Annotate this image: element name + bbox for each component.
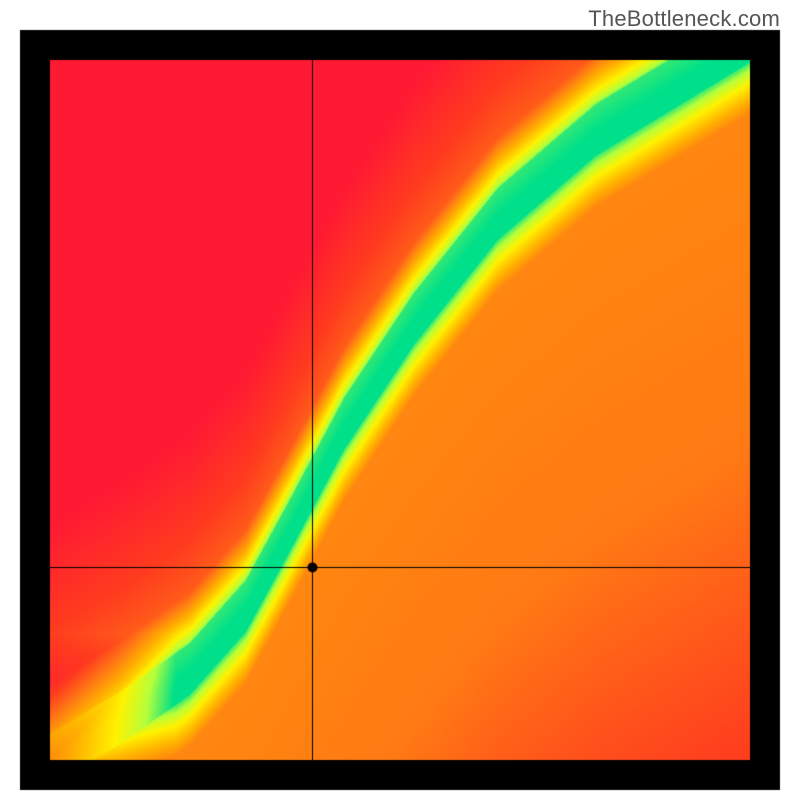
bottleneck-heatmap bbox=[0, 0, 800, 800]
watermark-label: TheBottleneck.com bbox=[588, 6, 780, 32]
chart-container: TheBottleneck.com bbox=[0, 0, 800, 800]
